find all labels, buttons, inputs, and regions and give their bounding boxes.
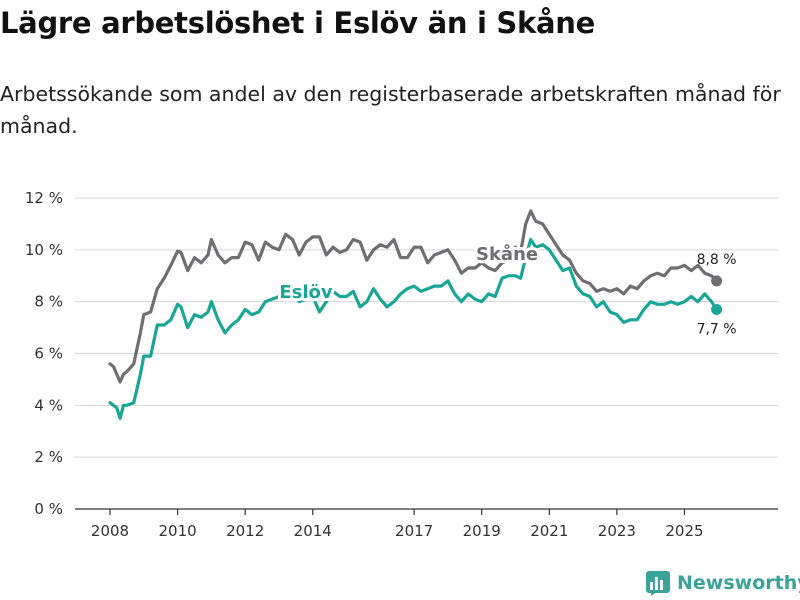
series-endpoint <box>711 275 723 287</box>
chart-subtitle: Arbetssökande som andel av den registerb… <box>0 82 781 138</box>
x-tick-label: 2019 <box>463 522 501 540</box>
y-tick-label: 0 % <box>34 500 63 518</box>
series-line-skne <box>108 209 719 384</box>
x-tick-label: 2023 <box>598 522 636 540</box>
x-tick-label: 2025 <box>665 522 703 540</box>
y-tick-label: 4 % <box>34 396 63 414</box>
x-tick-label: 2017 <box>395 522 433 540</box>
end-value-label-eslov: 7,7 % <box>697 321 737 337</box>
y-tick-label: 8 % <box>34 293 63 311</box>
y-tick-label: 2 % <box>34 448 63 466</box>
series-label-skane: Skåne <box>476 243 538 265</box>
newsworthy-logo[interactable]: Newsworthy <box>645 568 800 598</box>
x-tick-label: 2014 <box>294 522 332 540</box>
series-endpoint <box>711 303 723 315</box>
y-tick-label: 12 % <box>25 189 63 207</box>
series-label-eslov: Eslöv <box>279 282 333 303</box>
gridlines <box>75 197 778 458</box>
newsworthy-chart-icon <box>646 571 670 596</box>
series-line-eslv <box>108 237 719 420</box>
y-tick-label: 6 % <box>34 345 63 363</box>
end-value-label-skane: 8,8 % <box>697 252 737 268</box>
brand-name: Newsworthy <box>677 572 800 594</box>
y-tick-label: 10 % <box>25 241 63 259</box>
x-tick-label: 2008 <box>91 522 129 540</box>
x-tick-label: 2021 <box>530 522 568 540</box>
x-tick-label: 2012 <box>226 522 264 540</box>
series-label-eslov-halo: Eslöv <box>279 282 333 303</box>
chart-title: Lägre arbetslöshet i Eslöv än i Skåne <box>0 6 595 40</box>
series-lines <box>108 209 723 420</box>
x-tick-label: 2010 <box>158 522 196 540</box>
y-axis-ticks: 0 % 2 % 4 % 6 % 8 % 10 % 12 % <box>25 189 63 518</box>
series-label-skane-halo: Skåne <box>476 243 538 265</box>
x-axis: 2008 2010 2012 2014 2017 2019 2021 2023 2025 <box>75 508 778 540</box>
